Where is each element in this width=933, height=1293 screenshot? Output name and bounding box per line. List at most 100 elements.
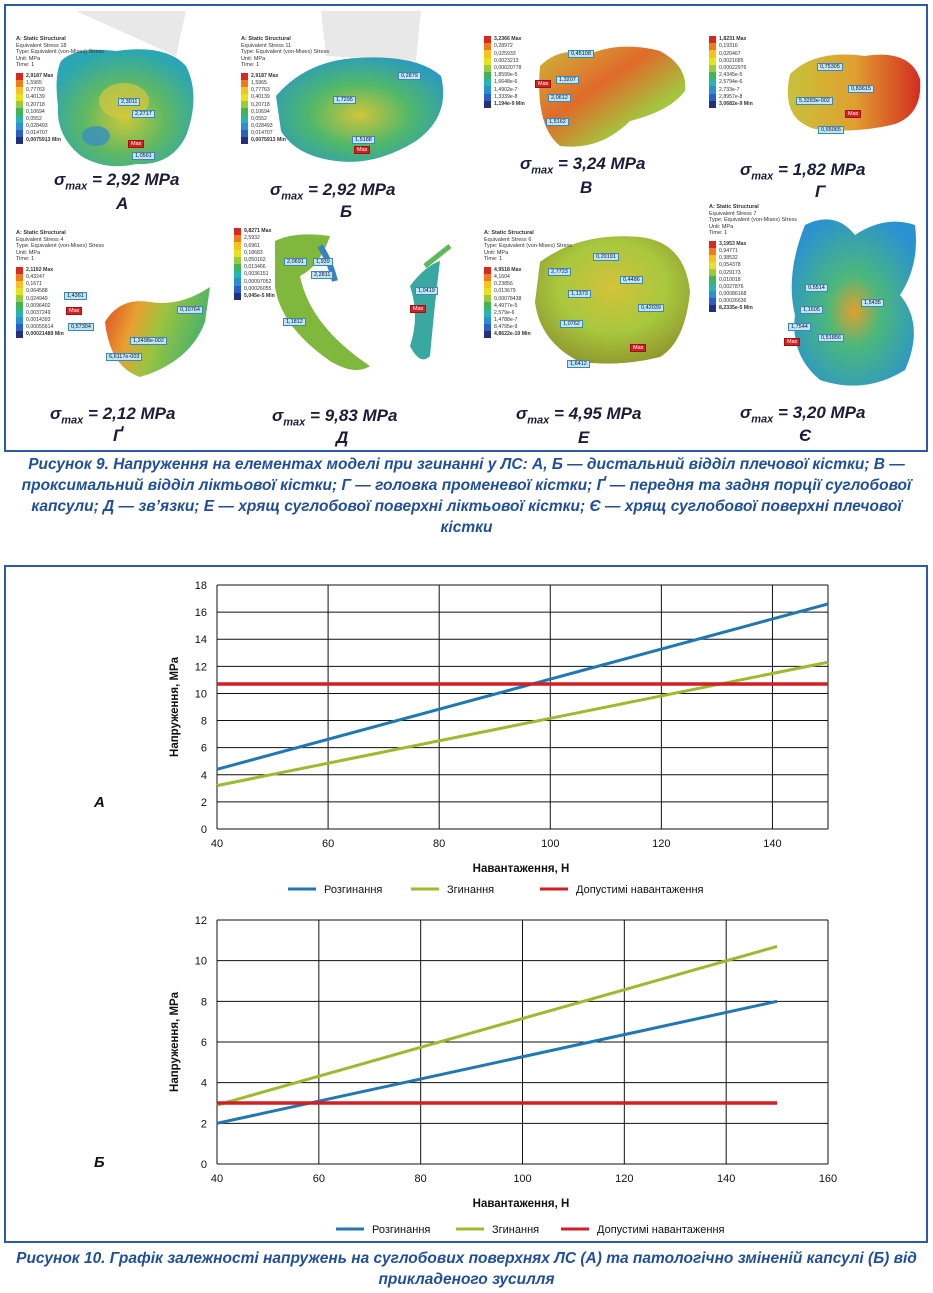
legend-row: 0,38532	[709, 254, 799, 263]
y-tick-label: 6	[201, 1037, 207, 1049]
model-proximal-ulna	[539, 46, 686, 147]
legend-value: 3,1953 Max	[719, 240, 747, 247]
legend-row: 0,18683	[234, 249, 324, 257]
legend-header-line: A: Static Structural	[16, 230, 66, 236]
legend-swatch	[484, 288, 491, 296]
legend-value: 0,38532	[719, 255, 738, 262]
legend-value: 2,579e-6	[494, 309, 515, 316]
model-distal-humerus-a	[56, 11, 194, 167]
x-tick-label: 100	[541, 838, 559, 850]
y-axis-label: Напруження, МРа	[169, 656, 181, 757]
legend-swatch	[16, 86, 23, 95]
series-line	[216, 602, 829, 771]
legend-row: 8,4795e-9	[484, 324, 574, 332]
legend-swatch	[241, 137, 248, 145]
legend-value: 0,20718	[26, 101, 45, 108]
legend-swatch	[16, 101, 23, 109]
legend-value: 0,0552	[251, 115, 267, 122]
legend-value: 0,014707	[251, 130, 273, 137]
legend-swatch	[709, 305, 716, 313]
legend-swatch	[484, 86, 491, 94]
legend-value: 0,94771	[719, 247, 738, 254]
y-tick-label: 12	[195, 915, 207, 927]
legend-value: 1,6648e-6	[494, 79, 518, 86]
sigma-value: 2,12 MPa	[102, 404, 176, 423]
legend-row: 0,00026636	[709, 298, 799, 306]
legend-row: 0,0075913 Min	[16, 137, 106, 145]
legend-value: 4,4977e-5	[494, 302, 518, 309]
sigma-max-value: σmax = 1,82 MPa	[740, 160, 865, 182]
legend-value: 0,40139	[251, 94, 270, 101]
legend-value: 0,00086168	[719, 291, 747, 298]
legend-swatch	[16, 79, 23, 87]
legend-swatch	[16, 137, 23, 145]
legend-swatch	[16, 266, 23, 274]
x-tick-label: 100	[513, 1173, 531, 1185]
legend-swatch	[484, 100, 491, 108]
legend-row: 0,77763	[16, 86, 106, 95]
legend-swatch	[709, 290, 716, 298]
legend-swatch	[234, 285, 241, 293]
equals-sign: =	[303, 180, 323, 199]
legend-swatch	[484, 36, 491, 44]
legend-swatch	[484, 43, 491, 51]
legend-header-line: Equivalent Stress 11	[241, 42, 292, 49]
legend-row: 1,6648e-6	[484, 79, 574, 87]
legend-row: 0,40139	[16, 94, 106, 102]
legend-value: 0,050162	[244, 257, 266, 264]
legend-row: 0,013679	[484, 288, 574, 296]
sigma-subscript: max	[281, 190, 304, 203]
legend-value: 0,010018	[719, 276, 741, 283]
legend-value: 0,00026055	[244, 285, 272, 292]
legend-row: 0,00078438	[484, 295, 574, 303]
legend-swatch	[484, 266, 491, 274]
legend-swatch	[709, 50, 716, 58]
legend-value: 0,0037249	[26, 309, 51, 316]
legend-value: 1,4788e-7	[494, 317, 518, 324]
max-stress-marker: Max	[354, 146, 371, 154]
sigma-value: 9,83 MPa	[324, 406, 398, 425]
legend-swatch	[241, 108, 248, 116]
legend-header-line: A: Static Structural	[709, 204, 759, 210]
x-tick-label: 80	[433, 838, 445, 850]
sigma-max-value: σmax = 3,20 MPa	[740, 403, 865, 425]
x-axis-label: Навантаження, Н	[473, 1198, 570, 1210]
legend-value: 1,8599e-5	[494, 72, 518, 79]
sigma-subscript: max	[283, 416, 306, 429]
legend-header-line: A: Static Structural	[484, 230, 534, 236]
x-tick-label: 120	[615, 1173, 633, 1185]
legend-swatch	[709, 71, 716, 80]
legend-row: 0,43247	[16, 273, 106, 281]
legend-swatch	[16, 280, 23, 289]
legend-swatch	[709, 64, 716, 72]
legend-row: 9,8271 Max	[234, 228, 324, 236]
legend-swatch	[709, 100, 716, 108]
legend-swatch	[484, 79, 491, 87]
legend-row: 0,00022976	[709, 64, 799, 72]
max-stress-marker: Max	[630, 344, 647, 352]
legend-entry: Розгинання	[372, 1224, 430, 1236]
legend-swatch	[234, 242, 241, 250]
legend-swatch	[16, 316, 23, 324]
stress-legend: A: Static Structural Equivalent Stress 18…	[16, 36, 106, 145]
stress-probe-label: 1,1812	[283, 318, 306, 326]
sigma-symbol: σ	[50, 404, 62, 423]
legend-row: 0,00021489 Min	[16, 331, 106, 339]
legend-swatch	[234, 235, 241, 243]
sigma-max-value: σmax = 2,92 MPa	[270, 180, 395, 202]
legend-value: 1,8231 Max	[719, 36, 747, 43]
legend-value: 0,40139	[26, 94, 45, 101]
legend-swatch	[234, 292, 241, 300]
y-tick-label: 4	[201, 770, 207, 782]
legend-value: 0,10694	[251, 108, 270, 115]
legend-value: 0,0021685	[719, 57, 744, 64]
legend-header-line: Unit: MPa	[16, 249, 41, 256]
legend-value: 3,2366 Max	[494, 36, 522, 43]
series-line	[216, 999, 778, 1125]
sigma-symbol: σ	[740, 160, 752, 179]
stress-probe-label: 0,42039	[638, 304, 664, 312]
max-stress-marker: Max	[535, 80, 552, 88]
y-tick-label: 8	[201, 996, 207, 1008]
legend-row: 0,014707	[241, 130, 331, 138]
